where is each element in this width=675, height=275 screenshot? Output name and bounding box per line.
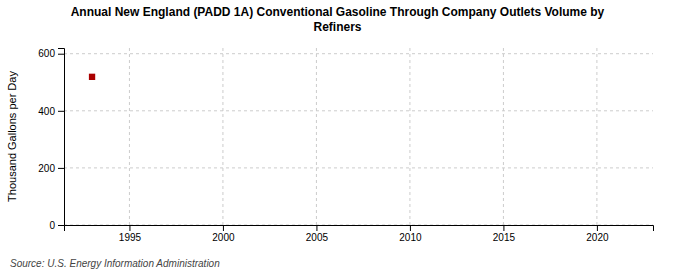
- y-tick-label: 400: [38, 106, 55, 117]
- grid-line-x: [129, 48, 130, 225]
- x-tick: 1995: [119, 225, 142, 243]
- y-label: Thousand Gallons per Day: [6, 71, 18, 202]
- y-tick-label: 200: [38, 163, 55, 174]
- x-tick-mark: [223, 225, 224, 231]
- source: Source: U.S. Energy Information Administ…: [10, 258, 220, 269]
- title-line: Refiners: [313, 20, 361, 34]
- grid-line-x: [409, 48, 410, 225]
- x-tick: 2000: [212, 225, 235, 243]
- x-tick-label: 2005: [306, 232, 329, 243]
- y-tick: 0: [49, 220, 64, 231]
- marks: [89, 74, 95, 80]
- y-tick-label: 600: [38, 48, 55, 59]
- x-tick: 2020: [586, 225, 609, 243]
- chart: 1995 2000 2005 2010 2015 2020 0 200 400 600 Annual…: [0, 0, 675, 275]
- y-tick: 200: [38, 163, 64, 174]
- y-tick: 600: [38, 48, 64, 59]
- grid-line-x: [503, 48, 504, 225]
- y-tick: 400: [38, 106, 64, 117]
- grid-line-x: [316, 48, 317, 225]
- x-tick-mark: [597, 225, 598, 231]
- x-tick-mark: [503, 225, 504, 231]
- x-tick-label: 2000: [212, 232, 235, 243]
- y-tick-mark: [58, 168, 64, 169]
- x-tick-label: 2020: [586, 232, 609, 243]
- grid-line-y: [64, 110, 653, 111]
- y-axis: 0 200 400 600: [38, 48, 64, 230]
- x-tick: 2015: [493, 225, 516, 243]
- grid-line-y: [64, 53, 653, 54]
- title: Annual New England (PADD 1A) Conventiona…: [71, 5, 605, 34]
- title-line: Annual New England (PADD 1A) Conventiona…: [71, 5, 605, 19]
- x-axis-line: [65, 226, 654, 232]
- y-tick-mark: [58, 111, 64, 112]
- x-axis: 1995 2000 2005 2010 2015 2020: [65, 225, 654, 243]
- grid-line-y: [64, 167, 653, 168]
- x-tick: 2005: [306, 225, 329, 243]
- y-tick-mark: [58, 54, 64, 55]
- plot: 1995 2000 2005 2010 2015 2020 0 200 400 600: [38, 48, 653, 243]
- x-tick: 2010: [399, 225, 422, 243]
- grid: [64, 48, 653, 225]
- x-tick-mark: [129, 225, 130, 231]
- y-tick-label: 0: [49, 220, 55, 231]
- grid-line-x: [222, 48, 223, 225]
- y-tick-mark: [58, 225, 64, 226]
- x-tick-label: 2010: [399, 232, 422, 243]
- point: [89, 74, 95, 80]
- x-tick-label: 2015: [493, 232, 516, 243]
- x-tick-label: 1995: [119, 232, 142, 243]
- x-tick-mark: [316, 225, 317, 231]
- grid-line-x: [596, 48, 597, 225]
- x-tick-mark: [410, 225, 411, 231]
- y-axis-line: [58, 49, 65, 226]
